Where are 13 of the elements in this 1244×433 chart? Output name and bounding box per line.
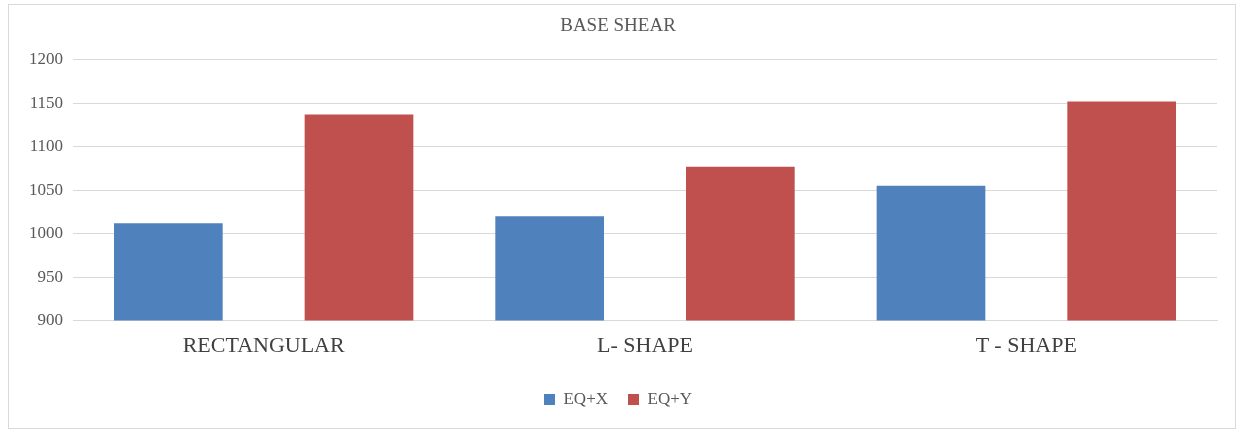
y-tick-label: 900 — [37, 310, 63, 330]
y-tick-label: 950 — [37, 266, 63, 286]
chart-title: BASE SHEAR — [560, 14, 677, 36]
legend-label: EQ+X — [563, 388, 609, 408]
y-tick-label: 1000 — [29, 223, 63, 243]
y-tick-label: 1050 — [29, 179, 63, 199]
x-tick-label: RECTANGULAR — [182, 331, 345, 357]
y-tick-label: 1200 — [29, 49, 63, 69]
y-tick-label: 1100 — [29, 136, 63, 156]
y-tick-label: 1150 — [29, 92, 63, 112]
x-tick-label: T - SHAPE — [975, 331, 1077, 357]
legend-label: EQ+Y — [647, 388, 693, 408]
x-tick-label: L- SHAPE — [597, 331, 693, 357]
